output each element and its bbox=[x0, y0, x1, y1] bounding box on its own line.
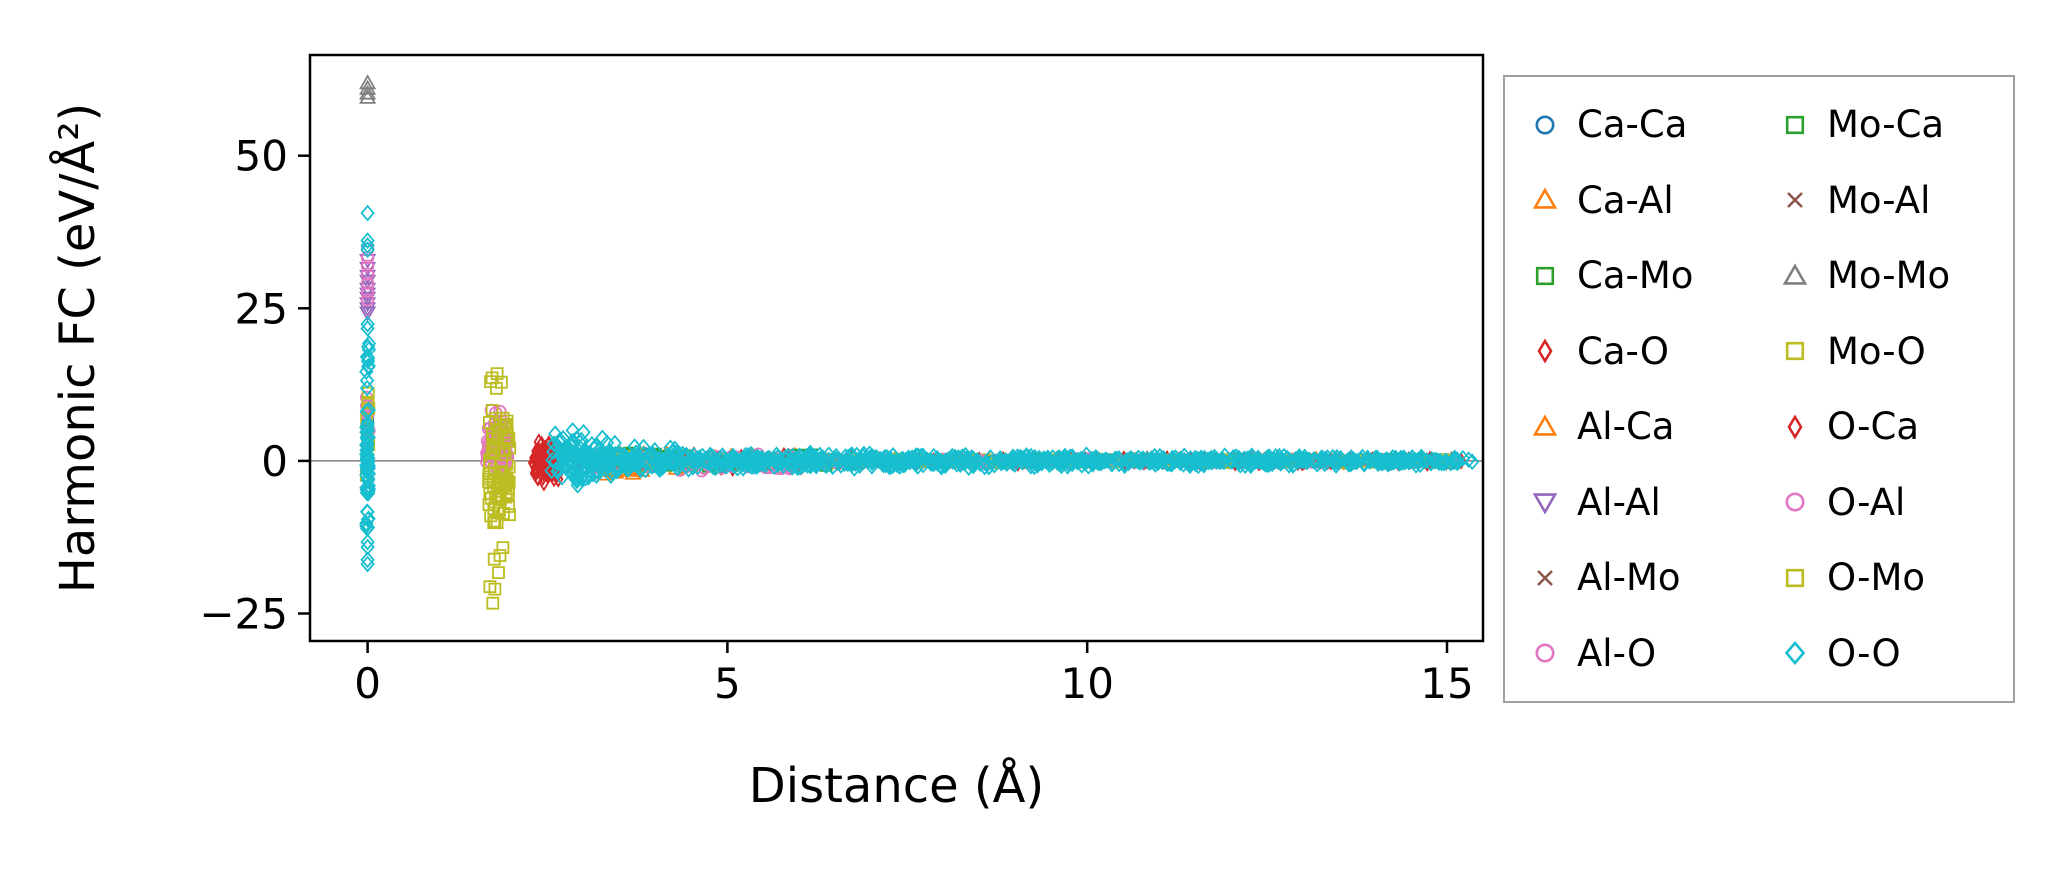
legend-label: Al-Mo bbox=[1577, 556, 1681, 600]
ca-o-marker-icon bbox=[1537, 338, 1553, 364]
ca-al-marker-icon bbox=[1532, 187, 1558, 209]
legend-label: Ca-O bbox=[1577, 329, 1670, 373]
plot-area bbox=[310, 74, 1483, 610]
legend-entry-ca-mo: Ca-Mo bbox=[1509, 238, 1759, 314]
legend-label: O-O bbox=[1827, 631, 1901, 675]
legend-label: Ca-Ca bbox=[1577, 103, 1688, 147]
al-o-marker-icon bbox=[1535, 643, 1555, 663]
mo-al-marker-icon bbox=[1787, 192, 1803, 209]
legend-label: Mo-Mo bbox=[1827, 254, 1951, 298]
legend-label: Ca-Al bbox=[1577, 178, 1674, 222]
y-tick-label: 0 bbox=[261, 437, 288, 486]
al-al-marker-icon bbox=[1532, 493, 1558, 515]
o-o-marker-icon bbox=[1784, 641, 1806, 666]
y-tick-label: −25 bbox=[199, 590, 288, 639]
x-axis-label: Distance (Å) bbox=[748, 758, 1045, 814]
legend-entry-ca-o: Ca-O bbox=[1509, 314, 1759, 390]
legend-label: Ca-Mo bbox=[1577, 254, 1694, 298]
o-mo-marker-icon bbox=[1785, 568, 1805, 587]
legend-entry-o-o: O-O bbox=[1759, 616, 2009, 692]
legend-entry-mo-ca: Mo-Ca bbox=[1759, 87, 2009, 163]
y-tick-label: 25 bbox=[235, 284, 288, 333]
legend-entry-mo-mo: Mo-Mo bbox=[1759, 238, 2009, 314]
legend-entry-al-al: Al-Al bbox=[1509, 465, 1759, 541]
legend-entry-o-mo: O-Mo bbox=[1759, 540, 2009, 616]
ca-mo-marker-icon bbox=[1535, 266, 1555, 285]
legend-label: Mo-Al bbox=[1827, 178, 1931, 222]
axis-ticks: 0 5 10 15 −25 0 25 50 bbox=[199, 132, 1473, 708]
al-mo-marker-icon bbox=[1537, 569, 1553, 586]
legend-entry-mo-al: Mo-Al bbox=[1759, 163, 2009, 239]
o-al-marker-icon bbox=[1785, 492, 1805, 512]
legend-entry-ca-al: Ca-Al bbox=[1509, 163, 1759, 239]
series-o-o bbox=[359, 204, 1480, 573]
legend-entry-o-al: O-Al bbox=[1759, 465, 2009, 541]
legend-label: O-Al bbox=[1827, 480, 1906, 524]
x-tick-label: 10 bbox=[1060, 659, 1113, 708]
legend-entry-al-ca: Al-Ca bbox=[1509, 389, 1759, 465]
y-axis-label: Harmonic FC (eV/Å²) bbox=[50, 102, 106, 594]
ca-ca-marker-icon bbox=[1535, 115, 1555, 135]
mo-ca-marker-icon bbox=[1785, 115, 1805, 134]
legend-entry-mo-o: Mo-O bbox=[1759, 314, 2009, 390]
x-tick-label: 5 bbox=[714, 659, 741, 708]
x-tick-label: 0 bbox=[354, 659, 381, 708]
legend-label: Al-O bbox=[1577, 631, 1657, 675]
o-ca-marker-icon bbox=[1787, 414, 1803, 440]
legend: Ca-Ca Ca-Al Ca-Mo Ca-O Al-Ca Al-Al Al-Mo Al-O Mo… bbox=[1503, 75, 2015, 703]
legend-label: O-Mo bbox=[1827, 556, 1926, 600]
legend-entry-al-mo: Al-Mo bbox=[1509, 540, 1759, 616]
y-tick-label: 50 bbox=[235, 132, 288, 181]
legend-label: Mo-O bbox=[1827, 329, 1926, 373]
legend-entry-ca-ca: Ca-Ca bbox=[1509, 87, 1759, 163]
legend-label: Mo-Ca bbox=[1827, 103, 1945, 147]
mo-o-marker-icon bbox=[1785, 342, 1805, 361]
legend-label: Al-Ca bbox=[1577, 405, 1675, 449]
x-tick-label: 15 bbox=[1420, 659, 1473, 708]
legend-label: Al-Al bbox=[1577, 480, 1661, 524]
al-ca-marker-icon bbox=[1532, 414, 1558, 436]
legend-label: O-Ca bbox=[1827, 405, 1920, 449]
mo-mo-marker-icon bbox=[1782, 263, 1808, 285]
legend-entry-al-o: Al-O bbox=[1509, 616, 1759, 692]
legend-entry-o-ca: O-Ca bbox=[1759, 389, 2009, 465]
plot-border bbox=[308, 53, 1485, 643]
